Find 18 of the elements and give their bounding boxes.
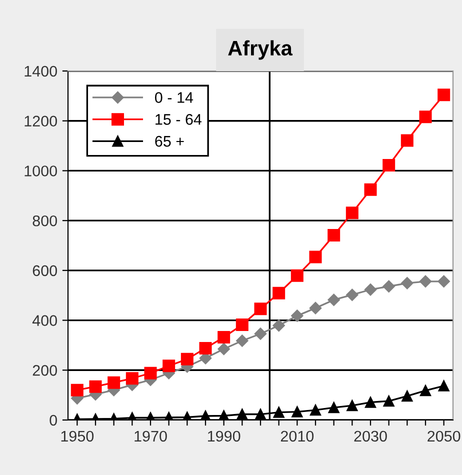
y-tick-label: 1200 [24, 116, 57, 127]
chart-title: Afryka [228, 40, 293, 60]
y-tick-label: 1000 [24, 166, 57, 176]
y-tick-label: 400 [32, 315, 57, 326]
y-tick-label: 800 [32, 215, 57, 226]
y-tick-label: 600 [32, 265, 57, 276]
y-tick-label: 1400 [24, 66, 57, 77]
x-tick-label: 1990 [208, 430, 240, 442]
legend-label: 0 - 14 [155, 92, 194, 103]
y-tick-label: 200 [32, 365, 57, 376]
x-tick-label: 1950 [61, 430, 94, 442]
legend-label: 65 + [155, 136, 184, 147]
x-tick-label: 2030 [354, 430, 387, 442]
x-tick-label: 1970 [134, 430, 167, 442]
x-tick-label: 2050 [428, 430, 460, 442]
legend-label: 15 - 64 [156, 114, 202, 125]
y-tick-label: 0 [50, 414, 57, 426]
x-tick-label: 2010 [280, 430, 314, 442]
